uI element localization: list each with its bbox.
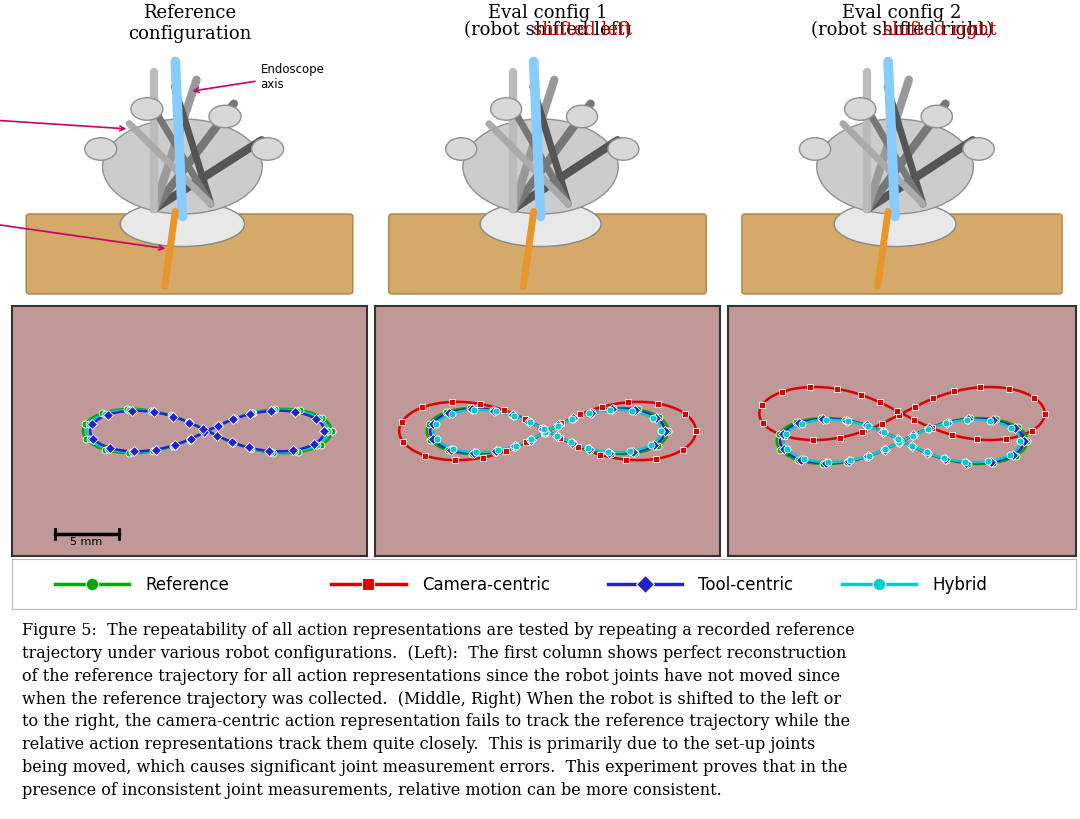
Circle shape xyxy=(446,138,476,161)
Circle shape xyxy=(84,138,117,161)
Text: (robot shifted right): (robot shifted right) xyxy=(811,21,994,39)
Circle shape xyxy=(567,106,597,129)
Ellipse shape xyxy=(463,120,618,215)
Text: Eval config 1: Eval config 1 xyxy=(488,4,607,22)
Text: Tool-centric: Tool-centric xyxy=(699,575,794,593)
Circle shape xyxy=(963,138,995,161)
Circle shape xyxy=(799,138,831,161)
Ellipse shape xyxy=(103,120,262,215)
Circle shape xyxy=(210,106,241,129)
Ellipse shape xyxy=(120,202,244,247)
FancyBboxPatch shape xyxy=(742,215,1062,295)
Text: Camera-centric: Camera-centric xyxy=(421,575,550,593)
Ellipse shape xyxy=(481,202,600,247)
Text: shifted right: shifted right xyxy=(883,21,997,39)
Text: Abdomen
axis: Abdomen axis xyxy=(0,203,163,251)
Ellipse shape xyxy=(816,120,973,215)
Text: Reference: Reference xyxy=(145,575,229,593)
Text: Figure 5:  The repeatability of all action representations are tested by repeati: Figure 5: The repeatability of all actio… xyxy=(22,622,854,798)
FancyBboxPatch shape xyxy=(389,215,706,295)
Circle shape xyxy=(131,98,163,121)
Text: Hybrid: Hybrid xyxy=(932,575,987,593)
FancyBboxPatch shape xyxy=(26,215,353,295)
Text: Eval config 2: Eval config 2 xyxy=(842,4,961,22)
Text: Endoscope
axis: Endoscope axis xyxy=(194,62,324,93)
Text: Reference
configuration: Reference configuration xyxy=(127,4,252,43)
Text: shifted left: shifted left xyxy=(532,21,632,39)
Circle shape xyxy=(845,98,876,121)
Circle shape xyxy=(921,106,953,129)
Circle shape xyxy=(252,138,284,161)
Text: (robot shifted left): (robot shifted left) xyxy=(463,21,631,39)
Ellipse shape xyxy=(834,202,956,247)
Text: PSM axis: PSM axis xyxy=(0,111,124,132)
Circle shape xyxy=(490,98,522,121)
Text: 5 mm: 5 mm xyxy=(70,536,103,546)
Circle shape xyxy=(608,138,639,161)
